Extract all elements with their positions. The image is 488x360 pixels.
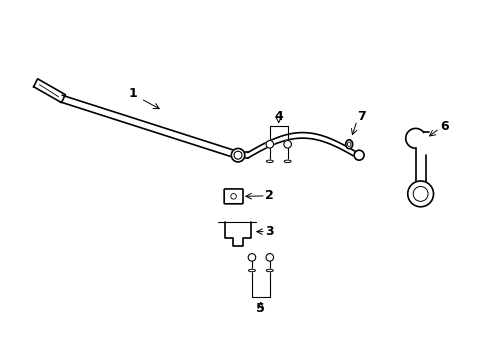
Text: 1: 1 [128, 87, 137, 100]
FancyBboxPatch shape [224, 189, 243, 204]
Circle shape [284, 140, 291, 148]
Text: 6: 6 [440, 120, 448, 133]
Circle shape [230, 194, 236, 199]
Ellipse shape [266, 160, 273, 163]
Ellipse shape [248, 269, 255, 272]
Polygon shape [34, 79, 65, 103]
Circle shape [265, 140, 273, 148]
Ellipse shape [345, 140, 352, 149]
Text: 4: 4 [274, 110, 283, 123]
Circle shape [248, 254, 255, 261]
Circle shape [353, 150, 364, 160]
Ellipse shape [284, 160, 290, 163]
Circle shape [407, 181, 433, 207]
Text: 5: 5 [256, 302, 264, 315]
Circle shape [231, 148, 244, 162]
Text: 3: 3 [265, 225, 274, 238]
Text: 7: 7 [356, 110, 365, 123]
Text: 2: 2 [265, 189, 274, 202]
Ellipse shape [266, 269, 273, 272]
Circle shape [265, 254, 273, 261]
